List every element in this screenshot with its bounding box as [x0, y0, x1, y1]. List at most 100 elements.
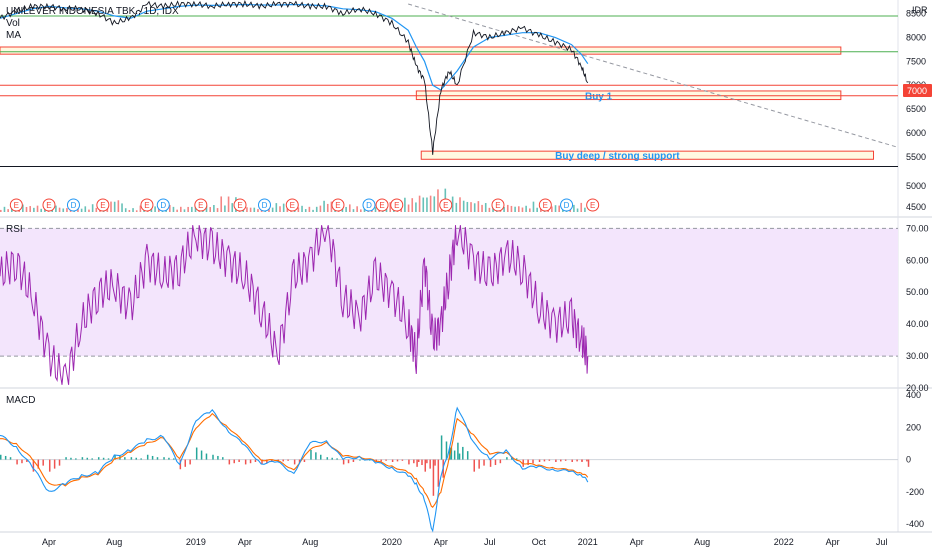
volume-bar	[227, 196, 230, 212]
volume-bar	[301, 205, 303, 212]
volume-tick-label: 5000	[906, 181, 926, 191]
macd-histogram-bar	[342, 459, 345, 465]
macd-histogram-bar	[228, 459, 231, 465]
volume-bar	[576, 208, 579, 212]
macd-histogram-bar	[151, 455, 154, 460]
volume-bar	[415, 202, 417, 212]
vol-label: Vol	[6, 18, 20, 29]
volume-bar	[22, 204, 24, 212]
price-tick-label: 6500	[906, 104, 926, 114]
price-tick-label: 5500	[906, 152, 926, 162]
volume-bar	[113, 201, 116, 212]
volume-bar	[517, 206, 520, 212]
event-marker	[9, 198, 23, 212]
macd-tick-label: 400	[906, 390, 921, 400]
macd-histogram-bar	[26, 459, 28, 462]
macd-histogram-bar	[336, 458, 338, 460]
event-marker	[375, 198, 389, 212]
event-marker-label: E	[335, 201, 340, 210]
macd-histogram-bar	[42, 459, 44, 466]
macd-tick-label: 0	[906, 455, 911, 465]
volume-bar	[279, 206, 281, 212]
volume-bar	[205, 205, 208, 212]
macd-histogram-bar	[506, 457, 508, 460]
macd-label: MACD	[6, 395, 35, 406]
time-tick-label: Apr	[630, 537, 644, 547]
macd-histogram-bar	[4, 455, 7, 460]
macd-histogram-bar	[135, 457, 138, 460]
last-price-badge	[903, 84, 932, 97]
price-tick-label: 8500	[906, 9, 926, 19]
macd-histogram-bar	[499, 459, 502, 464]
event-marker-label: E	[46, 201, 51, 210]
macd-histogram-bar	[293, 459, 296, 465]
volume-bar	[246, 207, 248, 212]
macd-histogram-bar	[200, 450, 203, 460]
event-marker	[491, 198, 505, 212]
event-marker	[331, 198, 345, 212]
volume-bar	[253, 207, 256, 212]
event-marker	[194, 198, 208, 212]
volume-bar	[477, 201, 480, 212]
macd-histogram-bar	[581, 459, 583, 462]
volume-bar	[345, 206, 347, 212]
time-tick-label: Apr	[238, 537, 252, 547]
volume-bar	[213, 205, 215, 212]
volume-bar	[176, 209, 178, 212]
macd-histogram-bar	[458, 453, 461, 460]
rsi-tick-label: 50.00	[906, 287, 929, 297]
volume-bar	[506, 204, 509, 212]
volume-bar	[319, 205, 322, 212]
volume-bar	[429, 195, 432, 212]
macd-histogram-bar	[91, 458, 93, 460]
time-tick-label: Jul	[484, 537, 496, 547]
macd-histogram-bar	[65, 457, 67, 460]
volume-bar	[551, 206, 553, 212]
volume-bar	[121, 203, 123, 212]
time-tick-label: Aug	[694, 537, 710, 547]
event-marker-label: E	[198, 201, 203, 210]
resistance-trend-line	[408, 3, 899, 148]
macd-histogram-bar	[359, 459, 361, 461]
macd-histogram-bar	[450, 447, 453, 460]
event-marker-label: E	[543, 201, 548, 210]
volume-bar	[271, 207, 274, 212]
volume-bar	[209, 207, 211, 212]
macd-histogram-bar	[401, 459, 404, 461]
macd-histogram-bar	[107, 458, 110, 460]
rsi-tick-label: 20.00	[906, 383, 929, 393]
event-marker	[362, 198, 376, 212]
macd-histogram-bar	[434, 459, 436, 466]
volume-bar	[525, 205, 527, 212]
event-marker-label: E	[590, 201, 595, 210]
volume-bar	[282, 203, 285, 212]
volume-bar	[91, 204, 94, 212]
rsi-label: RSI	[6, 224, 23, 235]
volume-bar	[135, 210, 138, 212]
macd-histogram-bar	[494, 459, 497, 466]
macd-histogram-bar	[189, 459, 191, 465]
macd-histogram-bar	[179, 459, 182, 470]
event-marker	[96, 198, 110, 212]
time-tick-label: Apr	[826, 537, 840, 547]
macd-histogram-bar	[352, 459, 355, 462]
macd-histogram-bar	[244, 459, 247, 465]
volume-bar	[404, 197, 406, 212]
volume-bar	[139, 205, 142, 212]
macd-histogram-bar	[282, 459, 284, 462]
macd-histogram-bar	[560, 459, 562, 462]
zone-label: Buy deep / strong support	[555, 151, 680, 162]
macd-histogram-bar	[173, 458, 175, 460]
macd-histogram-bar	[238, 459, 240, 462]
macd-histogram-bar	[538, 459, 541, 462]
volume-bar	[304, 209, 307, 212]
volume-bar	[437, 189, 439, 212]
volume-bar	[66, 208, 68, 212]
ma-label: MA	[6, 30, 21, 41]
event-marker-label: E	[290, 201, 295, 210]
volume-bar	[374, 207, 377, 212]
macd-histogram-bar	[140, 458, 142, 460]
volume-bar	[220, 196, 223, 212]
